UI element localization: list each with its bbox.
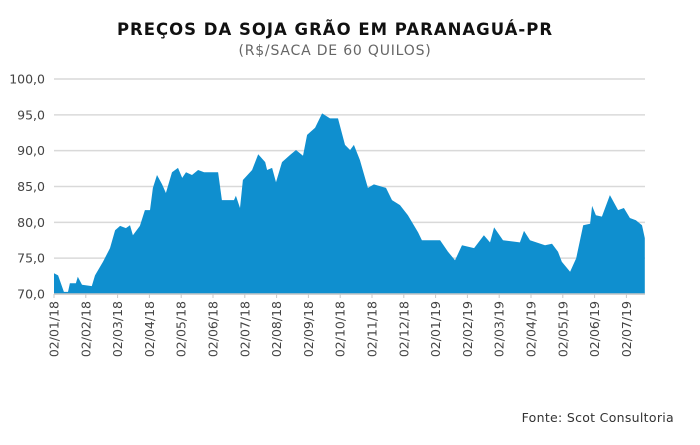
source-note: Fonte: Scot Consultoria: [521, 410, 674, 425]
x-tick-label: 02/11/18: [365, 301, 380, 357]
chart-title: PREÇOS DA SOJA GRÃO EM PARANAGUÁ-PR: [116, 20, 554, 39]
x-tick-label: 02/03/19: [492, 301, 507, 357]
x-tick-label: 02/01/19: [428, 301, 443, 357]
x-tick-label: 02/04/18: [142, 301, 157, 357]
x-tick-label: 02/12/18: [396, 301, 411, 357]
x-tick-label: 02/03/18: [110, 301, 125, 357]
y-tick-label: 95,0: [17, 107, 45, 122]
price-area: [54, 113, 645, 295]
y-tick-label: 75,0: [17, 251, 45, 266]
x-tick-label: 02/02/18: [78, 301, 93, 357]
y-tick-label: 100,0: [9, 72, 45, 87]
chart-subtitle: (R$/SACA DE 60 QUILOS): [238, 43, 432, 59]
x-tick-label: 02/08/18: [269, 301, 284, 357]
x-tick-label: 02/05/18: [174, 301, 189, 357]
x-tick-label: 02/02/19: [460, 301, 475, 357]
x-tick-label: 02/01/18: [47, 301, 62, 357]
y-tick-label: 90,0: [17, 143, 45, 158]
y-tick-label: 85,0: [17, 179, 45, 194]
x-tick-label: 02/05/19: [555, 301, 570, 357]
x-tick-label: 02/09/18: [301, 301, 316, 357]
x-tick-label: 02/10/18: [333, 301, 348, 357]
y-tick-label: 80,0: [17, 215, 45, 230]
x-tick-label: 02/07/19: [619, 301, 634, 357]
x-tick-label: 02/06/19: [587, 301, 602, 357]
y-tick-label: 70,0: [17, 287, 45, 302]
x-tick-label: 02/07/18: [237, 301, 252, 357]
x-tick-label: 02/06/18: [206, 301, 221, 357]
x-tick-label: 02/04/19: [524, 301, 539, 357]
